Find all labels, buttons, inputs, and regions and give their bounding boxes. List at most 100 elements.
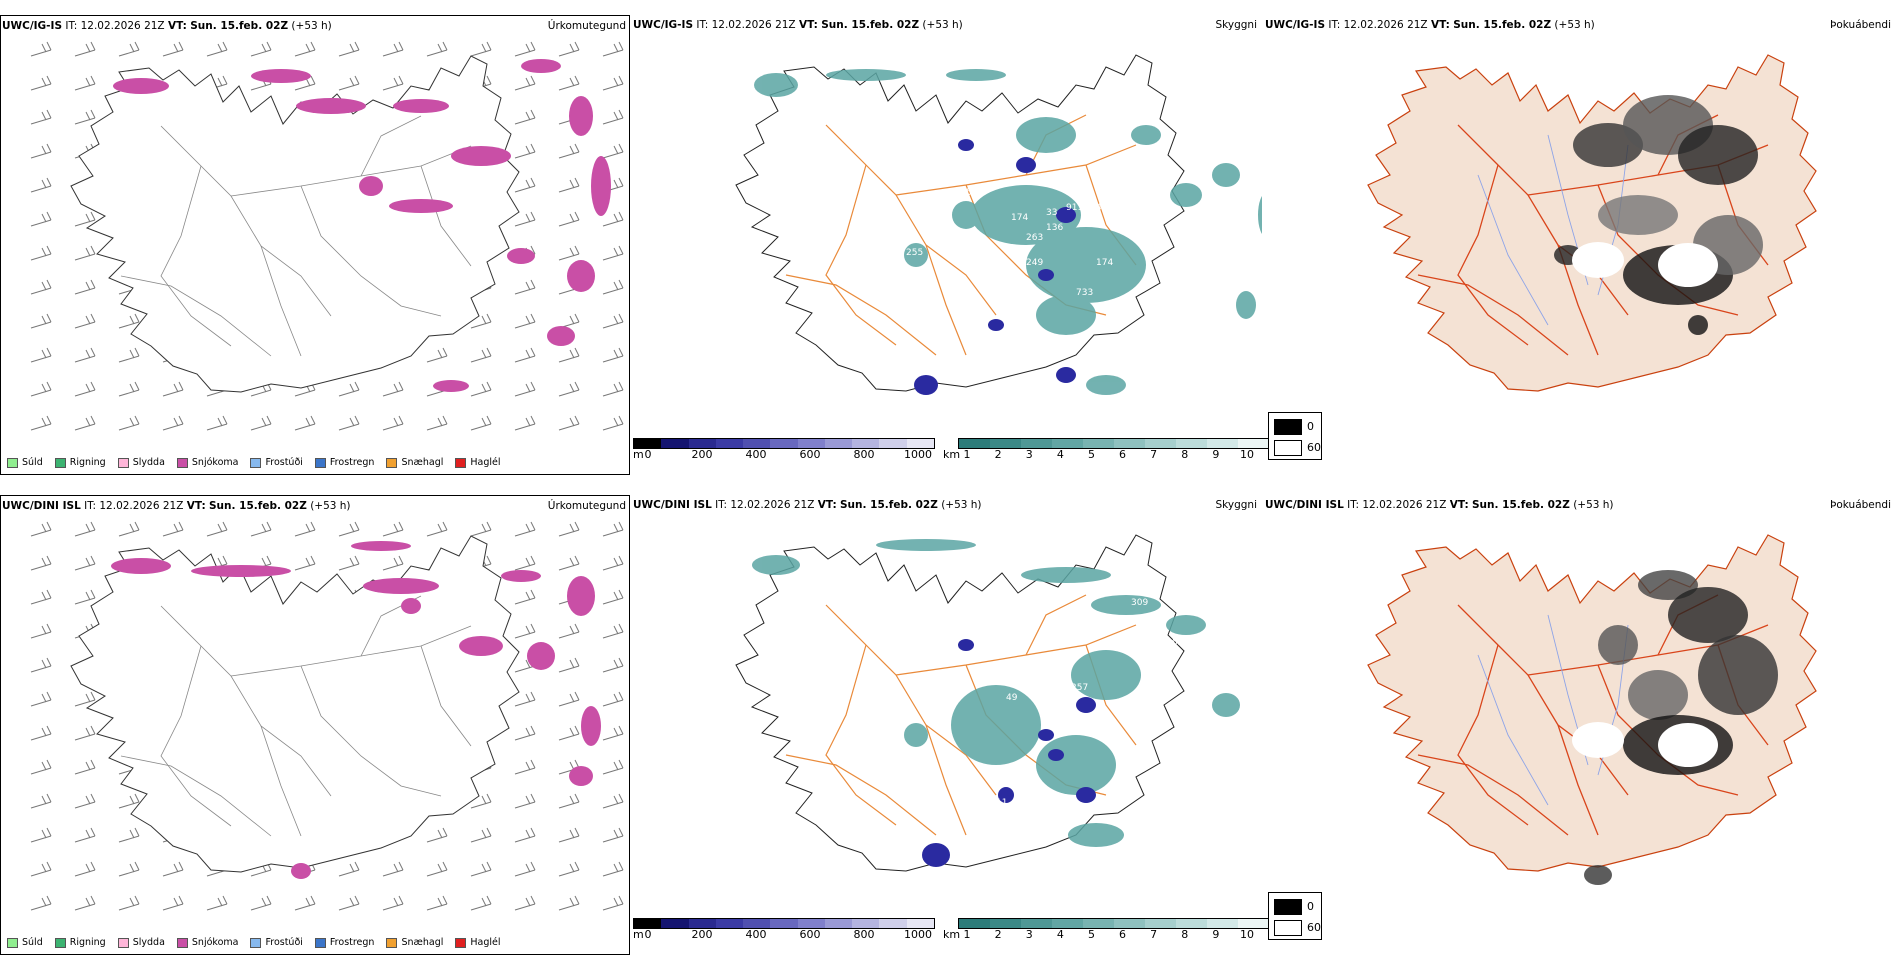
- low-visibility-area: [1071, 650, 1141, 700]
- wind-barb: [74, 245, 96, 261]
- fog-area: [1638, 570, 1698, 600]
- glacier-area: [1658, 723, 1718, 767]
- colorbar-tick-label: 4: [1056, 928, 1064, 941]
- visibility-value-label: 611: [991, 103, 1008, 113]
- wind-barb: [558, 143, 580, 159]
- snow-area: [291, 863, 311, 879]
- road-line: [785, 274, 937, 356]
- wind-barb: [382, 555, 404, 571]
- wind-barb: [514, 211, 536, 227]
- legend-label: Súld: [22, 937, 43, 948]
- wind-barb: [602, 109, 624, 125]
- legend-label: Frostregn: [329, 457, 375, 468]
- colorbar-tick-label: 0: [644, 928, 652, 941]
- precip-type-panel-top: UWC/IG-IS IT: 12.02.2026 21Z VT: Sun. 15…: [0, 15, 630, 475]
- wind-barb: [602, 657, 624, 673]
- wind-barb: [602, 691, 624, 707]
- road-line: [1025, 594, 1087, 656]
- wind-barb: [338, 555, 360, 571]
- wind-barb: [514, 725, 536, 741]
- road-line: [300, 665, 442, 797]
- colorbar-step: [824, 439, 853, 448]
- high-terrain-area: [1048, 749, 1064, 761]
- wind-barb: [30, 725, 52, 741]
- wind-barb: [602, 313, 624, 329]
- high-terrain-area: [1056, 207, 1076, 223]
- low-visibility-area: [1258, 195, 1262, 235]
- fog-area: [1598, 625, 1638, 665]
- visibility-colorbar-bottom: [958, 918, 1270, 929]
- wind-barb: [74, 827, 96, 843]
- colorbar-step: [797, 919, 825, 928]
- low-visibility-area: [1212, 163, 1240, 187]
- colorbar-tick-label: 800: [853, 928, 875, 941]
- snow-area: [389, 199, 453, 213]
- road-line: [1457, 164, 1529, 346]
- wind-barb: [514, 41, 536, 57]
- wind-barb: [470, 793, 492, 809]
- wind-barb: [294, 415, 316, 431]
- wind-barb: [162, 861, 184, 877]
- legend-swatch: [455, 457, 467, 468]
- wind-barb: [558, 211, 580, 227]
- panel-title: Úrkomutegund: [547, 500, 626, 512]
- legend-label: Snjókoma: [191, 457, 239, 468]
- wind-barb: [74, 895, 96, 911]
- fog-area: [1598, 195, 1678, 235]
- road-line: [1457, 644, 1529, 826]
- visibility-value-label: 309: [1131, 598, 1148, 608]
- colorbar-step: [906, 919, 934, 928]
- wind-barb: [294, 895, 316, 911]
- height-unit: m: [633, 928, 644, 941]
- low-visibility-area: [826, 69, 906, 81]
- wind-barb: [470, 381, 492, 397]
- wind-barb: [30, 381, 52, 397]
- glacier-area: [1658, 243, 1718, 287]
- wind-barb: [162, 415, 184, 431]
- panel-header: UWC/IG-IS IT: 12.02.2026 21Z VT: Sun. 15…: [633, 19, 963, 31]
- wind-barb: [250, 895, 272, 911]
- colorbar-step: [1021, 919, 1052, 928]
- legend-swatch: [176, 937, 188, 948]
- river-line: [1477, 654, 1549, 806]
- road-line: [1457, 604, 1629, 796]
- road-line: [1417, 754, 1569, 836]
- visibility-value-label: 263: [1026, 233, 1043, 243]
- wind-barb: [118, 827, 140, 843]
- wind-barb: [74, 41, 96, 57]
- wind-barb: [74, 521, 96, 537]
- snow-area: [527, 642, 555, 670]
- wind-barb: [602, 347, 624, 363]
- visibility-value-label: 174: [1011, 213, 1028, 223]
- colorbar-step: [1114, 439, 1145, 448]
- wind-barb: [74, 793, 96, 809]
- wind-barb: [514, 143, 536, 159]
- wind-barb: [162, 381, 184, 397]
- road-line: [1557, 244, 1599, 356]
- colorbar-tick-label: 7: [1150, 928, 1158, 941]
- precip-legend-item: Snjókoma: [176, 457, 239, 468]
- road-line: [825, 164, 897, 346]
- visibility-map: 611 597 174 255 174 733 15 33 911 444 657 263 249 136: [735, 54, 1262, 395]
- wind-barb: [602, 521, 624, 537]
- snow-area: [569, 96, 593, 136]
- low-visibility-area: [876, 539, 976, 551]
- high-terrain-area: [1016, 157, 1036, 173]
- colorbar-tick-label: 7: [1150, 448, 1158, 461]
- road-line: [785, 754, 937, 836]
- colorbar-step: [879, 919, 907, 928]
- road-line: [825, 604, 997, 796]
- colorbar-tick-label: 600: [799, 928, 821, 941]
- wind-barb: [30, 109, 52, 125]
- wind-barb: [162, 895, 184, 911]
- legend-label: Slydda: [132, 457, 165, 468]
- colorbar-step: [634, 919, 662, 928]
- colorbar-step: [688, 439, 716, 448]
- fog-area: [1678, 125, 1758, 185]
- colorbar-tick-label: 400: [745, 448, 767, 461]
- visibility-unit: km: [943, 448, 961, 461]
- visibility-map: 309 163 257 49 79 11 35 19: [735, 534, 1240, 878]
- wind-barb: [118, 347, 140, 363]
- wind-barb: [514, 895, 536, 911]
- colorbar-step: [1052, 919, 1083, 928]
